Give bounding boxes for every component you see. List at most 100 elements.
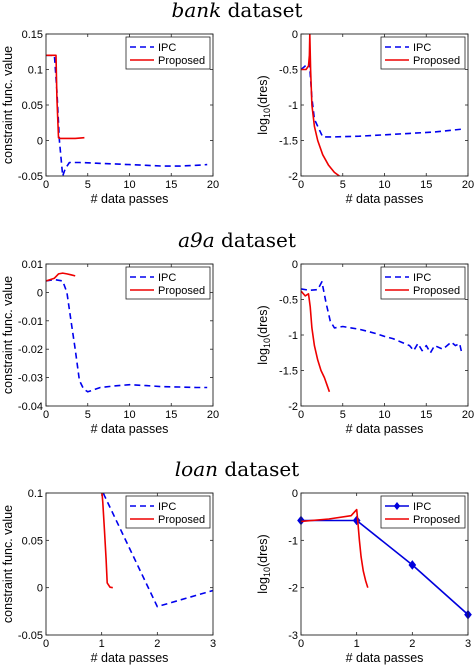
x-tick-label: 0 [298, 179, 304, 191]
axes-frame [45, 492, 214, 636]
ylabel-subscript: 10 [262, 338, 272, 348]
x-axis-label: # data passes [346, 192, 424, 206]
y-axis-label: constraint func. value [1, 46, 15, 164]
y-axis-label: constraint func. value [1, 276, 15, 394]
y-tick-label: -0.5 [279, 65, 298, 77]
axes-frame [45, 263, 214, 407]
y-tick-label: -0.04 [18, 401, 43, 413]
y-tick-label: 0 [37, 287, 43, 299]
x-tick-label: 15 [165, 409, 177, 421]
x-tick-label: 15 [165, 179, 177, 191]
legend-box [125, 36, 211, 70]
x-axis-label: # data passes [91, 422, 169, 436]
ylabel-log: log [256, 348, 270, 365]
x-tick-label: 1 [99, 638, 105, 650]
y-tick-label: -0.05 [18, 171, 43, 183]
x-axis-label: # data passes [91, 192, 169, 206]
x-axis-label: # data passes [346, 651, 424, 665]
legend-box [380, 36, 466, 70]
series-line-ipc [46, 54, 208, 176]
section-title-bank-italic: bank [172, 0, 222, 22]
x-tick-label: 2 [154, 638, 160, 650]
series-line-proposed [101, 493, 113, 589]
legend-marker [393, 502, 401, 510]
y-tick-label: -1 [288, 330, 298, 342]
x-tick-label: 20 [207, 409, 219, 421]
legend-label-ipc: IPC [158, 272, 176, 284]
section-title-a9a-italic: a9a [178, 228, 215, 252]
y-axis-label: log10(dres) [256, 75, 272, 134]
y-axis-label: constraint func. value [1, 505, 15, 623]
x-tick-label: 0 [298, 409, 304, 421]
legend-box [125, 266, 211, 300]
legend-label-proposed: Proposed [413, 514, 460, 526]
legend-label-proposed: Proposed [158, 55, 205, 67]
section-title-loan-rest: dataset [218, 457, 299, 481]
legend-label-proposed: Proposed [158, 514, 205, 526]
x-tick-label: 0 [43, 409, 49, 421]
series-line-ipc [301, 280, 463, 356]
x-tick-label: 5 [85, 409, 91, 421]
x-tick-label: 0 [298, 638, 304, 650]
y-tick-label: -3 [288, 630, 298, 642]
section-title-loan-italic: loan [175, 457, 218, 481]
x-tick-label: 1 [354, 638, 360, 650]
ylabel-log: log [256, 577, 270, 594]
axes-frame [45, 33, 214, 177]
series-line-proposed [301, 290, 331, 393]
x-tick-label: 5 [340, 179, 346, 191]
data-point-marker [408, 560, 417, 570]
y-tick-label: -1 [288, 535, 298, 547]
y-tick-label: 0 [37, 136, 43, 148]
y-tick-label: -2 [288, 401, 298, 413]
ylabel-log: log [256, 118, 270, 135]
y-tick-label: 0 [292, 29, 298, 41]
legend-box [125, 495, 211, 529]
legend-box [380, 495, 466, 529]
y-tick-label: 0.1 [28, 488, 43, 500]
ylabel-subscript: 10 [262, 567, 272, 577]
x-tick-label: 10 [378, 179, 390, 191]
ylabel-subscript: 10 [262, 108, 272, 118]
axes-frame [300, 492, 469, 636]
x-tick-label: 3 [465, 638, 471, 650]
x-tick-label: 15 [420, 179, 432, 191]
x-tick-label: 0 [43, 638, 49, 650]
y-tick-label: 0 [292, 488, 298, 500]
section-title-bank: bank dataset [172, 0, 303, 22]
axes-frame [300, 263, 469, 407]
y-tick-label: -1.5 [279, 366, 298, 378]
x-axis-label: # data passes [91, 651, 169, 665]
ylabel-arg: (dres) [256, 75, 270, 108]
y-tick-label: -0.01 [18, 316, 43, 328]
y-tick-label: -1.5 [279, 136, 298, 148]
section-title-bank-rest: dataset [221, 0, 302, 22]
legend-label-ipc: IPC [413, 42, 431, 54]
legend-label-ipc: IPC [413, 272, 431, 284]
series-line-proposed [46, 272, 76, 282]
legend-label-ipc: IPC [413, 501, 431, 513]
y-tick-label: -0.5 [279, 295, 298, 307]
x-tick-label: 20 [462, 179, 474, 191]
y-tick-label: -1 [288, 100, 298, 112]
legend-box [380, 266, 466, 300]
legend-label-ipc: IPC [158, 42, 176, 54]
y-tick-label: -2 [288, 171, 298, 183]
axes-frame [300, 33, 469, 177]
x-tick-label: 5 [85, 179, 91, 191]
series-line-proposed [301, 508, 369, 588]
x-tick-label: 3 [210, 638, 216, 650]
x-tick-label: 15 [420, 409, 432, 421]
series-line-ipc [301, 519, 468, 616]
